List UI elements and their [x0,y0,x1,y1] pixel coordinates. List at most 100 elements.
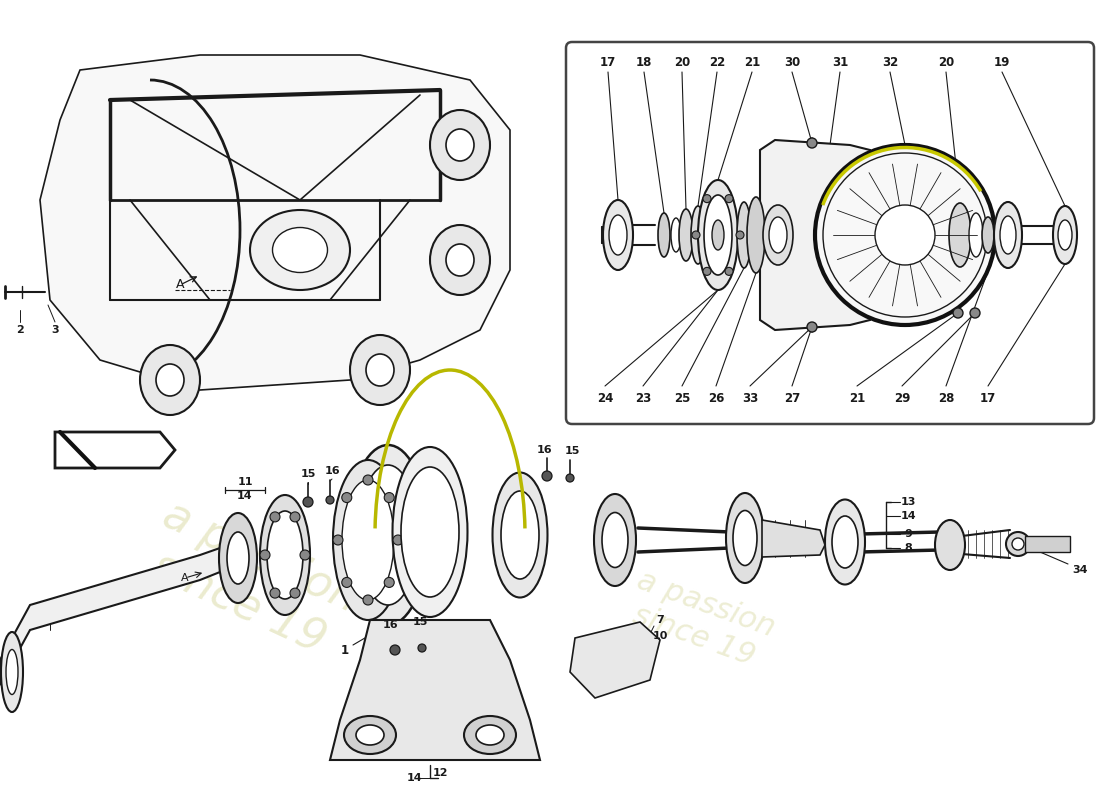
Text: 30: 30 [784,55,800,69]
Ellipse shape [393,447,468,617]
Circle shape [703,267,711,275]
Text: 10: 10 [652,631,668,641]
Ellipse shape [994,202,1022,268]
Ellipse shape [6,650,18,694]
Circle shape [363,595,373,605]
Circle shape [736,231,744,239]
Text: 21: 21 [744,55,760,69]
Text: 20: 20 [938,55,954,69]
Circle shape [342,493,352,502]
Circle shape [260,550,270,560]
Text: 27: 27 [784,391,800,405]
Ellipse shape [733,510,757,566]
Bar [1025,536,1070,552]
Circle shape [390,645,400,655]
Circle shape [302,497,313,507]
Circle shape [815,145,996,325]
Text: 29: 29 [894,391,910,405]
Ellipse shape [402,467,459,597]
Polygon shape [55,432,175,468]
Text: 16: 16 [324,466,340,476]
Ellipse shape [493,473,548,598]
Text: 33: 33 [741,391,758,405]
Ellipse shape [366,354,394,386]
Ellipse shape [832,516,858,568]
Text: 31: 31 [832,55,848,69]
Text: 14: 14 [238,491,253,501]
Ellipse shape [500,491,539,579]
Ellipse shape [1058,220,1072,250]
Polygon shape [570,622,660,698]
Ellipse shape [969,213,983,257]
Ellipse shape [671,218,681,252]
Ellipse shape [825,499,865,585]
Text: 28: 28 [938,391,954,405]
Text: 2: 2 [16,325,24,335]
Ellipse shape [712,220,724,250]
Ellipse shape [430,225,490,295]
Circle shape [725,194,733,202]
Circle shape [270,588,280,598]
Circle shape [725,267,733,275]
Text: 18: 18 [636,55,652,69]
Ellipse shape [476,725,504,745]
Ellipse shape [260,495,310,615]
Polygon shape [330,620,540,760]
Text: 14: 14 [900,511,916,521]
Ellipse shape [1000,216,1016,254]
Polygon shape [0,548,220,685]
Circle shape [342,578,352,587]
Text: 3: 3 [52,325,58,335]
Circle shape [363,475,373,485]
Ellipse shape [698,180,738,290]
Ellipse shape [358,465,418,605]
Circle shape [874,205,935,265]
Circle shape [290,588,300,598]
Circle shape [823,153,987,317]
Circle shape [1006,532,1030,556]
Text: 13: 13 [900,497,915,507]
Polygon shape [760,140,870,330]
Ellipse shape [156,364,184,396]
Text: 15: 15 [564,446,580,456]
Text: 34: 34 [1072,565,1088,575]
Ellipse shape [737,202,751,268]
Text: 21: 21 [849,391,865,405]
Polygon shape [762,520,825,557]
Circle shape [333,535,343,545]
Text: 12: 12 [432,768,448,778]
Text: 15: 15 [412,617,428,627]
Ellipse shape [273,227,328,273]
Ellipse shape [747,197,764,273]
Ellipse shape [267,511,303,599]
Circle shape [807,322,817,332]
Text: 19: 19 [993,55,1010,69]
Ellipse shape [227,532,249,584]
Circle shape [807,138,817,148]
Ellipse shape [763,205,793,265]
Ellipse shape [982,217,994,253]
Circle shape [970,308,980,318]
Text: 7: 7 [656,615,664,625]
Ellipse shape [333,460,403,620]
Text: 14: 14 [407,773,422,783]
Circle shape [542,471,552,481]
Circle shape [566,474,574,482]
Ellipse shape [935,520,965,570]
Circle shape [692,231,700,239]
Ellipse shape [344,716,396,754]
Text: 16: 16 [537,445,553,455]
Text: 32: 32 [882,55,898,69]
Ellipse shape [446,129,474,161]
Text: 17: 17 [980,391,997,405]
Circle shape [270,512,280,522]
Text: 17: 17 [600,55,616,69]
Text: 20: 20 [674,55,690,69]
Ellipse shape [348,445,428,625]
Ellipse shape [342,480,394,600]
Text: 9: 9 [904,529,912,539]
Ellipse shape [250,210,350,290]
Ellipse shape [356,725,384,745]
Ellipse shape [691,206,705,264]
Ellipse shape [726,493,764,583]
